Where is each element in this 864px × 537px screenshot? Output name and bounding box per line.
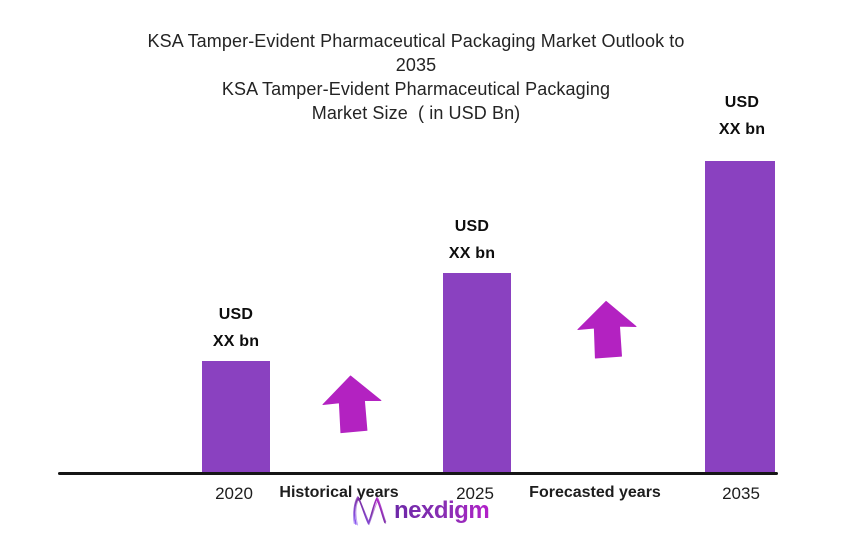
value-label-currency: USD (454, 218, 490, 235)
chart-title-line-2: 2035 (395, 55, 437, 75)
bar-2020 (202, 361, 270, 474)
x-label-2020: 2020 (215, 484, 253, 503)
x-label-2035: 2035 (722, 484, 760, 503)
value-label-2020: USD XX bn (166, 301, 306, 355)
x-label-historical-years: Historical years (279, 484, 399, 501)
value-label-amount: XX bn (718, 121, 766, 138)
chart-subtitle-line-2: Market Size ( in USD Bn) (311, 103, 521, 123)
nexdigm-wave-icon (353, 495, 387, 526)
value-label-currency: USD (218, 306, 254, 323)
growth-arrow-forecast-icon (577, 300, 637, 359)
value-label-amount: XX bn (448, 245, 496, 262)
bar-2025 (443, 273, 511, 474)
growth-arrow-historical-icon (322, 375, 382, 434)
chart-title-line-1: KSA Tamper-Evident Pharmaceutical Packag… (147, 31, 685, 51)
nexdigm-logo: nexdigm (351, 494, 490, 528)
x-label-2025: 2025 (456, 484, 494, 503)
value-label-2035: USD XX bn (672, 89, 812, 143)
nexdigm-logo-text: nexdigm (394, 497, 490, 524)
bar-2035 (705, 161, 775, 474)
x-label-forecasted-years: Forecasted years (529, 484, 661, 501)
chart-subtitle-line-1: KSA Tamper-Evident Pharmaceutical Packag… (221, 79, 611, 99)
x-axis-line (58, 472, 778, 475)
value-label-2025: USD XX bn (402, 213, 542, 267)
chart-header: KSA Tamper-Evident Pharmaceutical Packag… (0, 29, 832, 125)
value-label-currency: USD (724, 94, 760, 111)
value-label-amount: XX bn (212, 333, 260, 350)
